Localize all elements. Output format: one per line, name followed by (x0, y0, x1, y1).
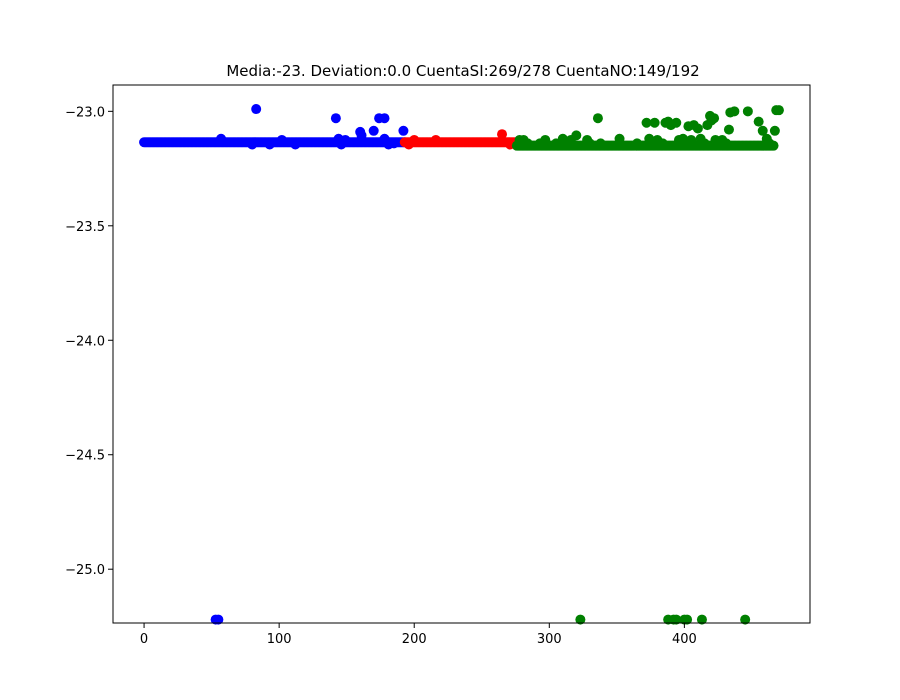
data-point (340, 134, 351, 145)
data-point (644, 133, 655, 144)
data-point (575, 614, 586, 625)
data-point (657, 138, 668, 149)
x-tick-label: 0 (140, 632, 148, 647)
data-point (290, 139, 301, 150)
data-point (497, 129, 508, 140)
data-point (388, 138, 399, 149)
x-axis: 0 100 200 300 400 (140, 623, 697, 647)
y-axis: −23.0 −23.5 −24.0 −24.5 −25.0 (65, 105, 113, 578)
y-tick-label: −24.0 (65, 334, 105, 349)
data-point (216, 133, 227, 144)
x-tick-label: 400 (672, 632, 697, 647)
data-point (247, 139, 258, 150)
data-point (614, 133, 625, 144)
y-tick-label: −23.0 (65, 105, 105, 120)
axes-frame (112, 84, 811, 624)
data-point (696, 614, 707, 625)
data-point (409, 134, 420, 145)
plot-area (139, 104, 784, 625)
data-point (584, 138, 595, 149)
data-point (740, 614, 751, 625)
y-tick-label: −24.5 (65, 449, 105, 464)
data-point (757, 125, 768, 136)
data-point (213, 614, 224, 625)
data-point (678, 133, 689, 144)
data-point (723, 124, 734, 135)
series-0 (139, 104, 410, 625)
data-point (753, 116, 764, 127)
data-point (398, 125, 409, 136)
data-point (632, 138, 643, 149)
data-point (709, 113, 720, 124)
data-point (571, 130, 582, 141)
x-tick-label: 100 (267, 632, 292, 647)
data-point (430, 134, 441, 145)
data-point (540, 134, 551, 145)
data-point (773, 105, 784, 116)
data-point (671, 117, 682, 128)
data-point (769, 125, 780, 136)
series-1 (399, 129, 522, 150)
data-point (641, 117, 652, 128)
data-point (671, 614, 682, 625)
data-point (251, 104, 262, 115)
data-point (595, 138, 606, 149)
data-point (692, 123, 703, 134)
data-point (330, 113, 341, 124)
data-point (686, 134, 697, 145)
x-tick-label: 300 (537, 632, 562, 647)
data-point (742, 106, 753, 117)
data-point (356, 130, 367, 141)
data-point (764, 138, 775, 149)
chart-title: Media:-23. Deviation:0.0 CuentaSI:269/27… (226, 62, 699, 80)
data-point (264, 139, 275, 150)
data-point (557, 133, 568, 144)
data-point (682, 614, 693, 625)
data-point (729, 106, 740, 117)
x-tick-label: 200 (402, 632, 427, 647)
data-point (379, 113, 390, 124)
y-tick-label: −23.5 (65, 220, 105, 235)
data-point (522, 138, 533, 149)
data-point (699, 138, 710, 149)
data-point (649, 117, 660, 128)
data-point (721, 138, 732, 149)
data-point (368, 125, 379, 136)
data-point (592, 113, 603, 124)
series-2 (511, 105, 784, 625)
data-point (276, 134, 287, 145)
y-tick-label: −25.0 (65, 563, 105, 578)
